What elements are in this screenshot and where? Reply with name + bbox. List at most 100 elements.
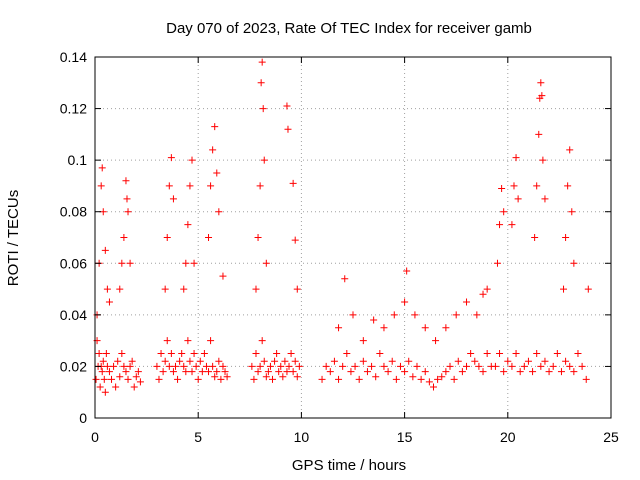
data-point [539,156,547,164]
data-point [262,373,270,381]
plot-frame [94,56,612,419]
data-point [96,383,104,391]
y-axis-label: ROTI / TECUs [5,190,22,286]
data-point [493,259,501,267]
data-point [259,105,267,113]
data-point [252,285,260,293]
data-point [116,285,124,293]
data-point [192,362,200,370]
data-point [190,350,198,358]
data-point [202,362,210,370]
data-point [120,362,128,370]
data-point [355,375,363,383]
data-point [184,221,192,229]
data-point [557,368,565,376]
data-point [196,357,204,365]
data-point [363,368,371,376]
data-point [118,259,126,267]
y-tick-label: 0.08 [60,204,87,220]
data-point [279,373,287,381]
data-point [169,195,177,203]
data-point [165,182,173,190]
data-point [564,182,572,190]
data-point [566,362,574,370]
data-point [473,311,481,319]
data-point [421,368,429,376]
data-point [508,362,516,370]
data-point [260,156,268,164]
data-point [157,350,165,358]
data-point [205,234,213,241]
data-point [159,368,167,376]
data-point [446,362,454,370]
data-point [516,368,524,376]
data-point [479,290,487,298]
data-point [463,298,471,306]
data-point [180,285,188,293]
data-point [126,259,134,267]
y-tick-label: 0.04 [60,307,87,323]
data-point [570,368,578,376]
data-point [95,350,103,358]
data-point [130,383,138,391]
data-point [359,357,367,365]
data-point [108,375,116,383]
data-point [578,362,586,370]
data-point [450,375,458,383]
data-point [584,285,592,293]
data-point [425,378,433,386]
data-point [289,368,297,376]
data-point [368,362,376,370]
data-point [118,350,126,358]
data-point [269,375,277,383]
data-point [120,234,128,241]
data-point [491,362,499,370]
data-point [388,357,396,365]
data-point [194,375,202,383]
data-point [256,362,264,370]
data-point [128,357,136,365]
data-point [510,182,518,190]
data-point [123,195,131,203]
data-point [322,362,330,370]
data-point [126,362,134,370]
data-point [295,362,303,370]
data-point [289,179,297,187]
data-point [545,368,553,376]
data-point [347,368,355,376]
data-point [209,146,217,154]
data-point [537,362,545,370]
data-point [264,368,272,376]
data-point [207,337,215,345]
data-point [209,362,217,370]
data-point [178,350,186,358]
data-point [101,388,109,396]
data-point [284,125,292,133]
data-point [188,368,196,376]
data-point [182,368,190,376]
data-point [533,350,541,358]
data-point [260,357,268,365]
data-point [182,259,190,267]
data-point [359,337,367,345]
data-point [479,368,487,376]
data-point [529,368,537,376]
data-point [562,357,570,365]
data-point [213,368,221,376]
x-tick-label: 20 [500,429,516,445]
data-point [101,246,109,254]
data-point [167,154,175,162]
data-point [549,362,557,370]
data-point [105,368,113,376]
data-point [326,368,334,376]
data-point [471,357,479,365]
data-point [105,298,113,306]
data-point [124,208,132,216]
data-point [207,182,215,190]
data-point [458,368,466,376]
data-point [287,350,295,358]
data-point [429,383,437,391]
data-point [409,373,417,381]
data-point [217,375,225,383]
